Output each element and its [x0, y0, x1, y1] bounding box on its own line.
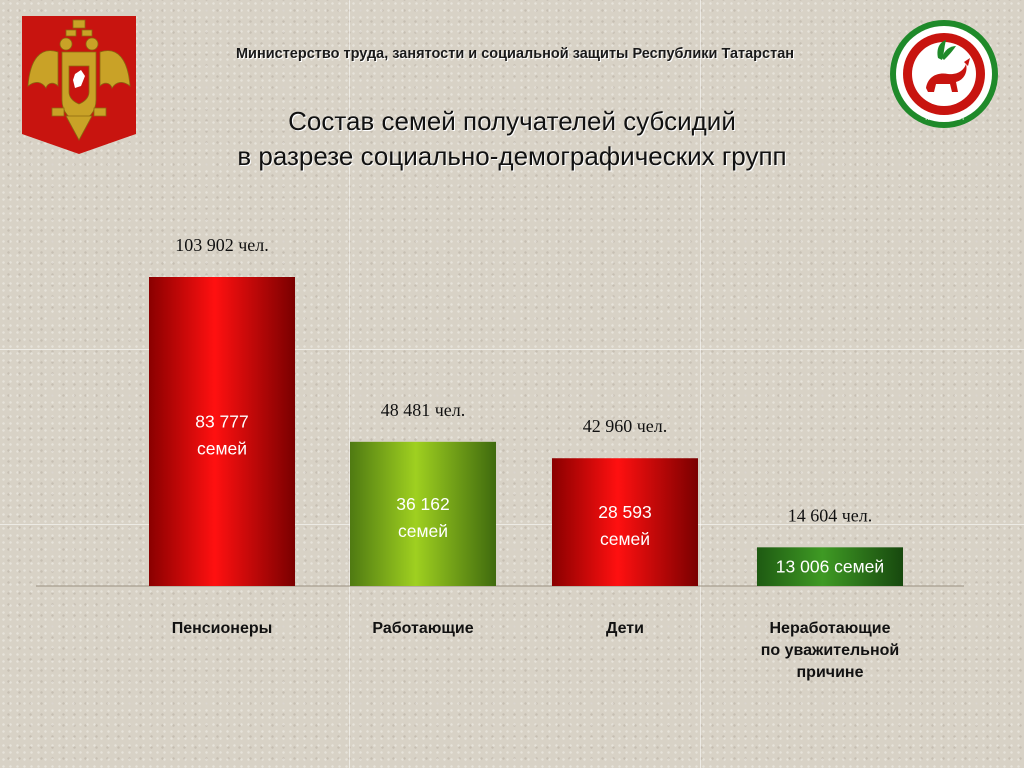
- bar-2: [350, 441, 496, 586]
- family-count-label: семей: [197, 439, 247, 459]
- category-label: причине: [797, 664, 864, 681]
- people-label: 48 481 чел.: [381, 400, 466, 420]
- tatarstan-emblem-text: ТАТАРСТАН: [924, 115, 964, 122]
- family-count-label: семей: [600, 529, 650, 549]
- gridline-horizontal: [0, 349, 1024, 350]
- family-count-label: 83 777: [195, 412, 249, 432]
- ministry-name: Министерство труда, занятости и социальн…: [235, 46, 795, 62]
- chart-title-line2: в разрезе социально-демографических груп…: [237, 141, 787, 171]
- people-label: 103 902 чел.: [175, 235, 269, 255]
- gridline-vertical: [700, 0, 701, 768]
- family-count-label: 36 162: [396, 494, 450, 514]
- bar-1: [149, 277, 295, 586]
- category-label: Дети: [606, 620, 644, 637]
- bar-3: [552, 458, 698, 586]
- gridline-vertical: [349, 0, 350, 768]
- category-label: по уважительной: [761, 642, 900, 659]
- chart-title: Состав семей получателей субсидий в разр…: [112, 104, 912, 174]
- tatarstan-emblem-icon: ТАТАРСТАН: [890, 20, 998, 128]
- chart-title-line1: Состав семей получателей субсидий: [288, 106, 736, 136]
- russian-coat-of-arms-icon: [22, 16, 136, 154]
- family-count-label: 28 593: [598, 502, 652, 522]
- category-label: Пенсионеры: [172, 620, 273, 637]
- gridline-horizontal: [0, 524, 1024, 525]
- category-label: Работающие: [372, 620, 473, 637]
- bar-4: [757, 547, 903, 586]
- category-label: Неработающие: [769, 620, 890, 637]
- people-label: 14 604 чел.: [788, 505, 873, 525]
- family-count-label: семей: [398, 521, 448, 541]
- family-count-label: 13 006 семей: [776, 557, 884, 577]
- people-label: 42 960 чел.: [583, 416, 668, 436]
